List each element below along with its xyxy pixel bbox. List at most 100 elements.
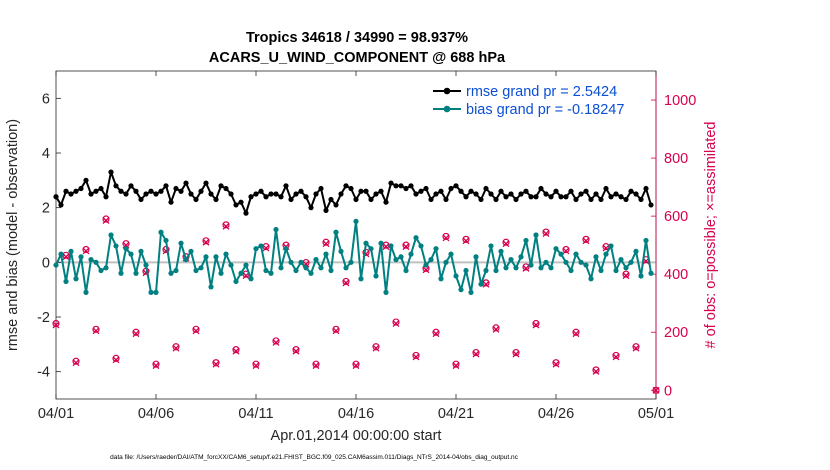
bias-point (368, 246, 374, 252)
bias-point (103, 265, 109, 271)
obs-possible-marker (132, 328, 140, 336)
obs-possible-marker (72, 357, 80, 365)
obs-possible-marker (172, 343, 180, 351)
bias-point (493, 267, 499, 274)
obs-possible-marker (352, 360, 360, 368)
rmse-point (63, 188, 69, 194)
rmse-point (428, 196, 434, 203)
rmse-point (113, 183, 119, 189)
obs-assimilated-marker (192, 327, 200, 335)
bias-point (323, 251, 329, 257)
bias-point (98, 267, 104, 274)
bias-point (378, 240, 384, 246)
y-axis-right: 0 200 400 600 800 1000 (651, 71, 696, 399)
bias-point (508, 257, 514, 263)
rmse-point (318, 185, 324, 192)
obs-assimilated-marker (442, 234, 450, 242)
bias-point (588, 276, 594, 282)
rmse-point (278, 194, 284, 200)
bias-point (283, 246, 289, 252)
y-tick-label: 2 (42, 201, 50, 217)
rmse-point (623, 196, 629, 203)
bias-point (343, 265, 349, 271)
rmse-point (508, 191, 514, 197)
bias-point (58, 251, 64, 257)
obs-possible-marker (342, 277, 350, 286)
bias-point (578, 259, 584, 265)
rmse-point (248, 194, 254, 200)
rmse-point (398, 183, 404, 189)
bias-point (618, 257, 624, 263)
bias-point (593, 254, 599, 260)
obs-possible-marker (192, 325, 200, 333)
y-right-tick-label: 200 (664, 325, 688, 341)
rmse-point (103, 194, 109, 200)
obs-assimilated-marker (212, 360, 220, 368)
rmse-point (458, 188, 464, 194)
obs-possible-marker (582, 235, 590, 243)
bias-point (273, 226, 279, 233)
obs-assimilated-marker (482, 280, 490, 288)
x-tick-label: 04/11 (238, 406, 273, 422)
bias-point (213, 254, 219, 260)
obs-assimilated-marker (352, 362, 360, 370)
bias-point (163, 237, 169, 244)
obs-assimilated-marker (542, 230, 550, 238)
bias-point (278, 265, 284, 271)
bias-point (293, 267, 299, 274)
rmse-series (53, 169, 654, 216)
bias-point (518, 254, 524, 260)
rmse-point (528, 194, 534, 200)
rmse-point (578, 191, 584, 197)
bias-point (333, 229, 339, 235)
bias-point (468, 289, 474, 295)
rmse-point (273, 191, 279, 197)
obs-assimilated-marker (92, 327, 100, 335)
rmse-point (648, 202, 654, 208)
rmse-point (473, 191, 479, 197)
rmse-point (173, 185, 179, 192)
bias-point (63, 278, 69, 285)
rmse-point (393, 183, 399, 189)
rmse-point (213, 196, 219, 203)
rmse-point (418, 188, 424, 194)
obs-assimilated-marker (462, 237, 470, 245)
obs-possible-marker (202, 237, 210, 245)
obs-assimilated-marker (562, 247, 570, 255)
bias-point (533, 232, 539, 238)
obs-assimilated-marker (312, 362, 320, 370)
obs-assimilated-marker (632, 344, 640, 352)
bias-point (548, 265, 554, 271)
x-tick-label: 04/26 (538, 406, 574, 422)
rmse-point (183, 180, 189, 186)
obs-assimilated-marker (492, 325, 500, 333)
bias-point (88, 257, 94, 263)
rmse-point (583, 188, 589, 194)
bias-point (563, 259, 569, 265)
rmse-point (98, 185, 104, 192)
y-right-tick-label: 400 (664, 267, 688, 283)
bias-point (398, 254, 404, 260)
obs-possible-marker (432, 328, 440, 336)
bias-point (118, 270, 124, 276)
bias-point (513, 265, 519, 271)
bias-point (153, 289, 159, 295)
rmse-point (188, 191, 194, 197)
bias-point (583, 262, 589, 268)
bias-point (438, 276, 444, 282)
x-axis: 04/01 04/06 04/11 04/16 04/21 04/26 05/01 (38, 71, 674, 422)
rmse-point (283, 183, 289, 189)
obs-possible-marker (532, 319, 540, 328)
rmse-point (293, 191, 299, 197)
obs-possible-marker (392, 318, 400, 326)
bias-point (263, 267, 269, 274)
bias-point (463, 267, 469, 274)
rmse-point (178, 188, 184, 194)
obs-possible-marker (92, 325, 100, 333)
y-right-tick-label: 800 (664, 151, 688, 167)
rmse-point (543, 191, 549, 197)
rmse-point (133, 188, 139, 194)
y-right-tick-label: 1000 (664, 93, 696, 109)
y-right-tick-label: 0 (664, 383, 672, 399)
bias-point (83, 289, 89, 295)
